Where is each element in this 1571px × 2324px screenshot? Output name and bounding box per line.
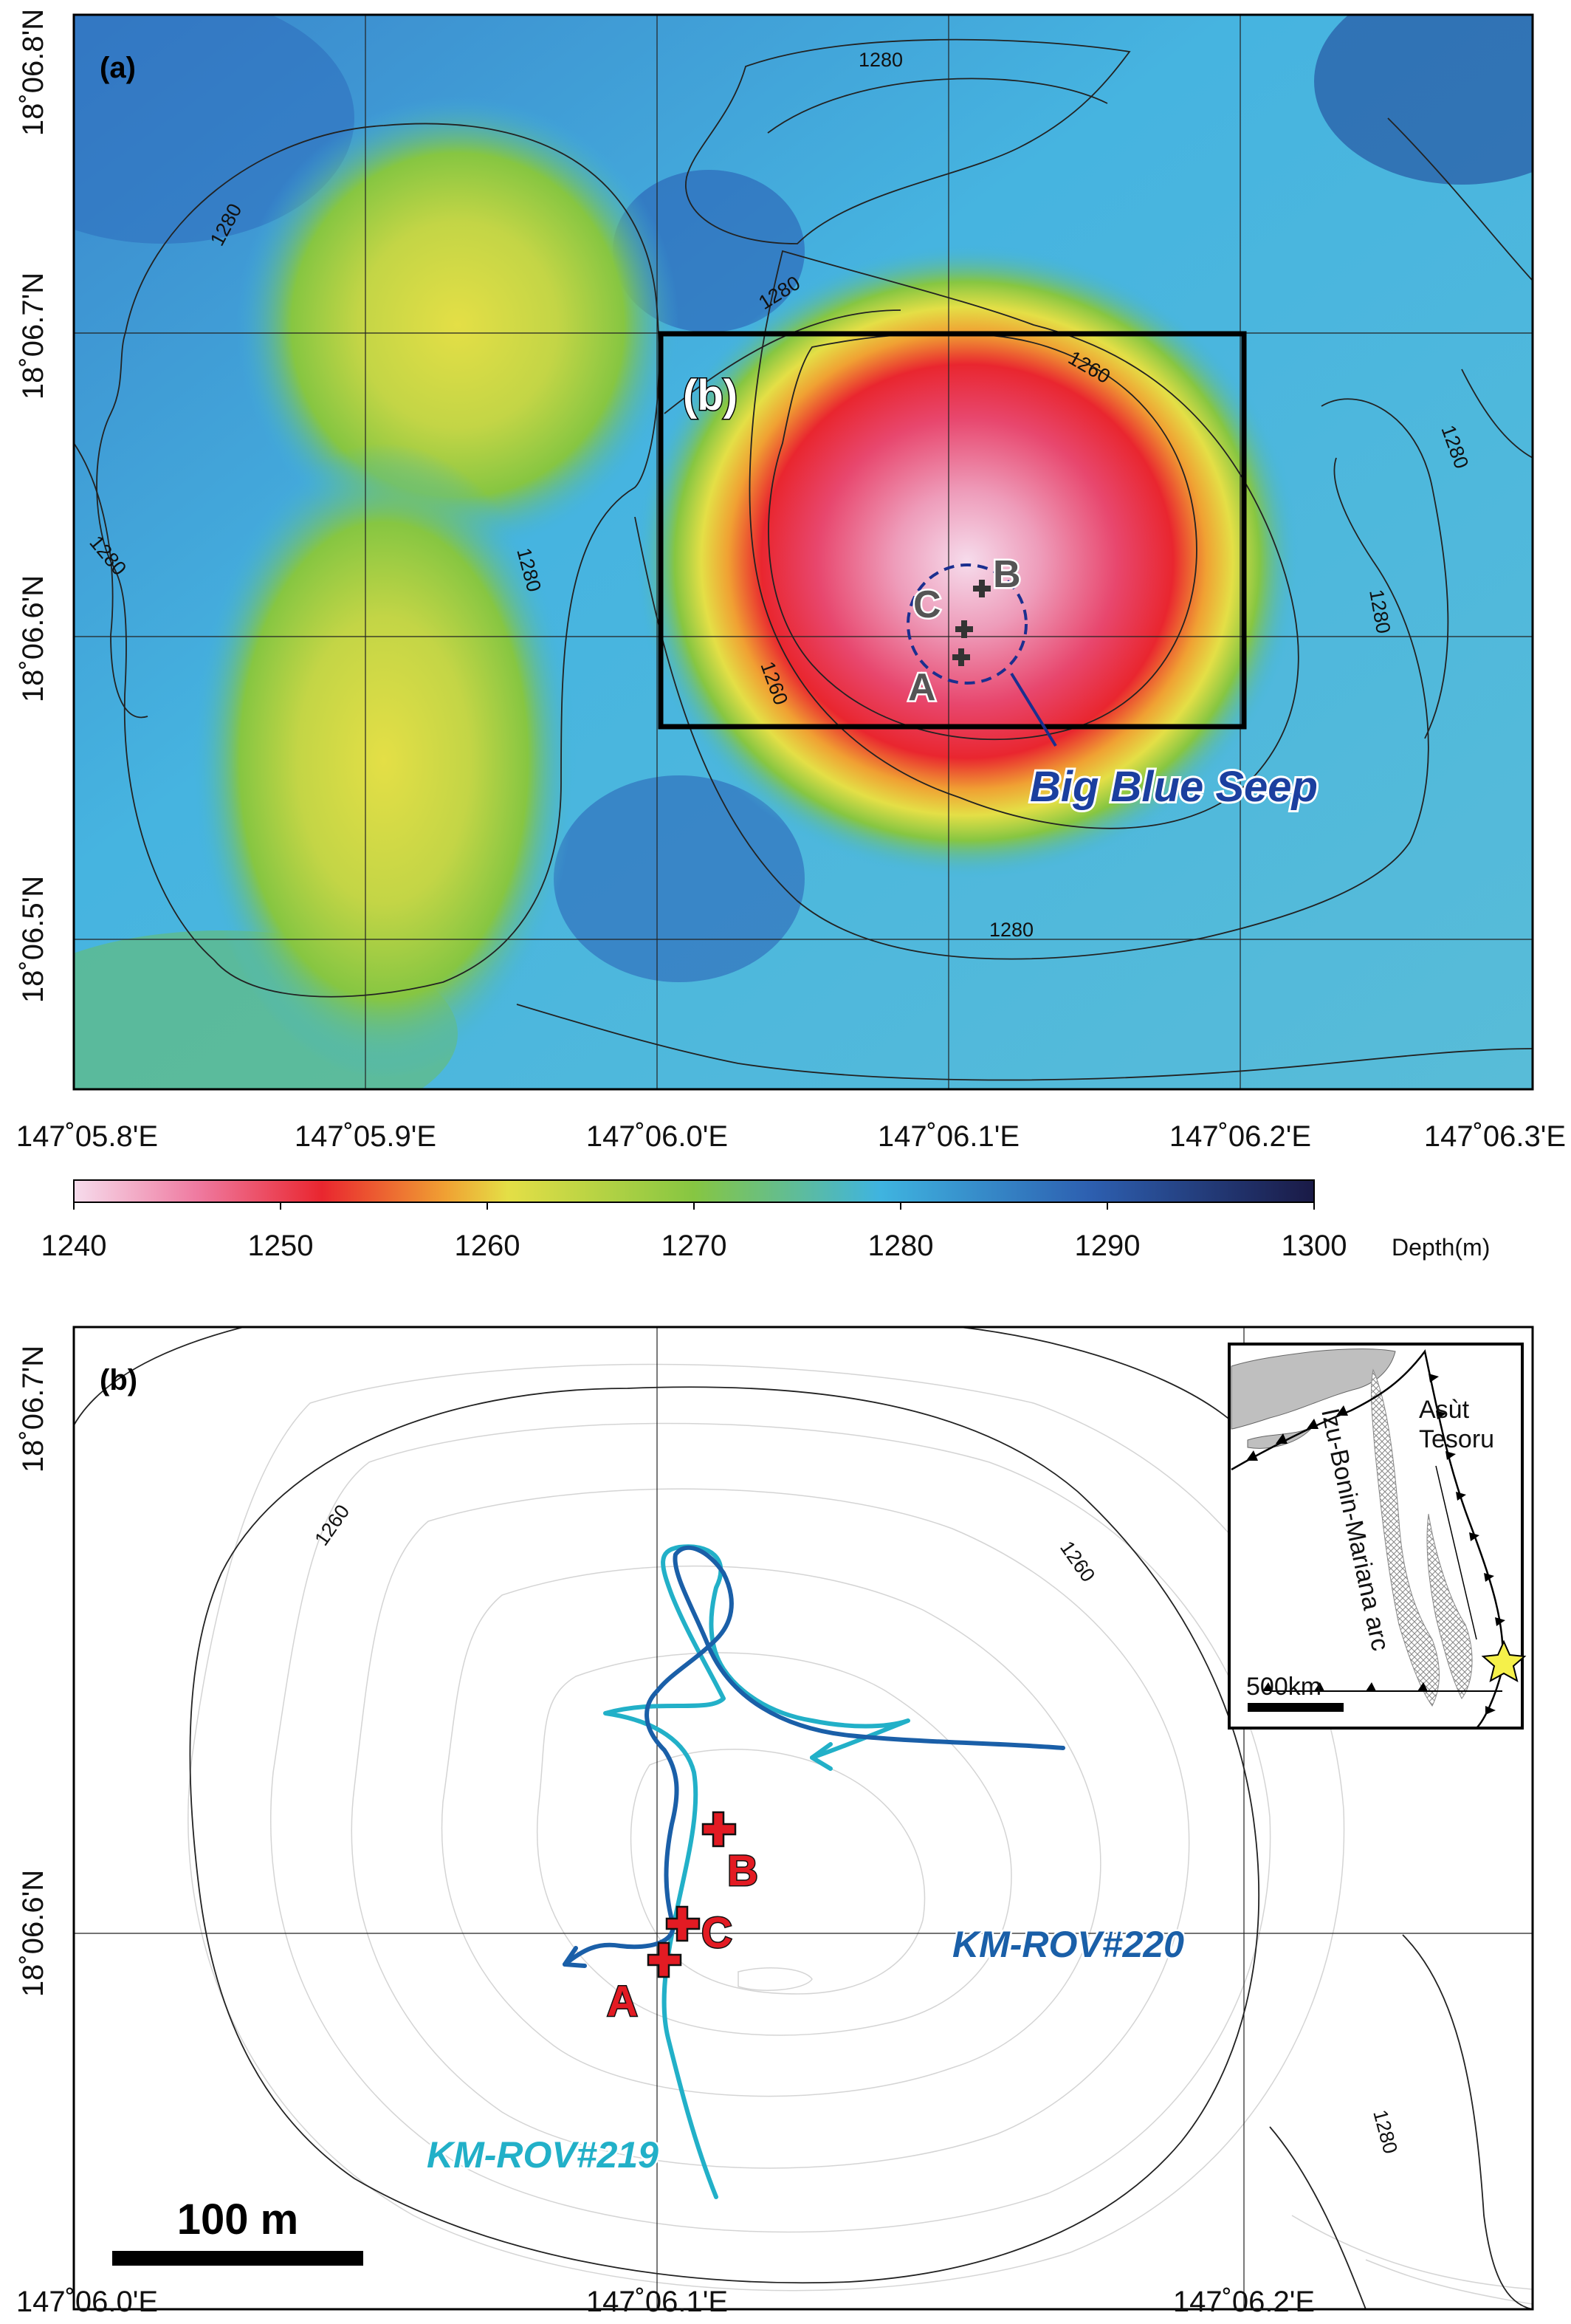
colorbar-tick-label: 1280 — [868, 1230, 934, 1262]
contour-lines — [74, 38, 1533, 1081]
panel-a-label: (a) — [100, 52, 136, 84]
colorbar-tick-label: 1250 — [248, 1230, 314, 1262]
lon-tick: 147˚05.9'E — [295, 1120, 436, 1153]
lat-tick: 18˚06.6'N — [17, 1870, 49, 1997]
regional-inset: Asùt Tesoru Izu-Bonin-Mariana arc 500km — [1228, 1343, 1527, 1730]
lon-tick: 147˚06.0'E — [16, 2286, 158, 2318]
dive-220-arrow — [563, 1946, 587, 1968]
colorbar-tick-label: 1290 — [1075, 1230, 1141, 1262]
panel-b-frame — [72, 1326, 1534, 2311]
lat-tick: 18˚06.5'N — [17, 876, 49, 1003]
marker-label-c: C — [701, 1909, 732, 1957]
lon-tick: 147˚05.8'E — [16, 1120, 158, 1153]
japan-landmass — [1231, 1348, 1396, 1430]
deep-area — [1314, 15, 1533, 185]
lat-tick: 18˚06.7'N — [17, 272, 49, 400]
lon-tick: 147˚06.0'E — [586, 1120, 728, 1153]
depth-colorbar: 1240 1250 1260 1270 1280 1290 1300 Depth(m) — [41, 1179, 1490, 1262]
lon-tick: 147˚06.3'E — [1424, 1120, 1566, 1153]
minor-contours — [188, 1363, 1533, 2305]
inset-scale-label: 500km — [1246, 1673, 1321, 1701]
inset-scale-bar — [1248, 1703, 1344, 1712]
secondary-mound — [192, 443, 576, 1078]
marker-label-b: B — [993, 553, 1021, 596]
panel-b-box-label: (b) — [683, 371, 738, 419]
lon-tick: 147˚06.1'E — [586, 2286, 728, 2318]
site-star-icon — [1481, 1639, 1527, 1682]
colorbar-tick-label: 1300 — [1282, 1230, 1347, 1262]
scale-label: 100 m — [177, 2196, 298, 2244]
site-name-line1: Asùt — [1419, 1396, 1470, 1424]
site-leader-line — [1435, 1465, 1477, 1640]
panel-a-map: 1280 1280 1280 1280 1280 1280 1280 1260 … — [16, 9, 1566, 1153]
contour-label: 1280 — [989, 919, 1034, 941]
contour-label: 1280 — [859, 49, 903, 71]
panel-b-extent-box — [658, 331, 1247, 730]
seep-leader-line — [1010, 672, 1057, 747]
panel-a-frame — [72, 13, 1534, 1091]
lon-tick: 147˚06.2'E — [1173, 2286, 1315, 2318]
marker-b-cross — [701, 1811, 737, 1848]
colorbar-ticks: 1240 1250 1260 1270 1280 1290 1300 — [41, 1202, 1347, 1262]
arc-hatched-zone — [1426, 1513, 1473, 1699]
marker-c-cross — [665, 1905, 701, 1942]
panel-b-label: (b) — [100, 1364, 137, 1396]
sampling-markers — [647, 1811, 737, 1978]
marker-label-c: C — [913, 583, 941, 626]
scale-bar — [112, 2251, 363, 2266]
marker-label-a: A — [607, 1978, 638, 2026]
colorbar-ramp — [73, 1179, 1315, 1203]
main-mound — [635, 244, 1299, 879]
secondary-mound — [236, 96, 679, 554]
site-name-line2: Tesoru — [1419, 1425, 1494, 1453]
lon-ticks-a: 147˚05.8'E 147˚05.9'E 147˚06.0'E 147˚06.… — [16, 1120, 1566, 1153]
colorbar-tick-label: 1240 — [41, 1230, 107, 1262]
marker-crosses-a — [952, 580, 991, 666]
lat-ticks-b: 18˚06.7'N 18˚06.6'N — [17, 1346, 49, 1997]
lon-tick: 147˚06.2'E — [1169, 1120, 1311, 1153]
lon-ticks-b: 147˚06.0'E 147˚06.1'E 147˚06.2'E — [16, 2286, 1315, 2318]
dive-220-label: KM-ROV#220 — [952, 1924, 1184, 1965]
arc-hatched-zone — [1370, 1368, 1440, 1707]
lat-tick: 18˚06.7'N — [17, 1346, 49, 1473]
colorbar-tick-label: 1270 — [661, 1230, 727, 1262]
lat-ticks-a: 18˚06.8'N 18˚06.7'N 18˚06.6'N 18˚06.5'N — [17, 9, 49, 1003]
marker-label-a: A — [908, 666, 936, 709]
seep-area-circle — [907, 563, 1028, 685]
lat-tick: 18˚06.6'N — [17, 575, 49, 702]
seep-label: Big Blue Seep — [1030, 763, 1318, 811]
deep-area — [554, 775, 805, 982]
panel-b-map: 1260 1260 1280 — [16, 1326, 1534, 2318]
dive-219-label: KM-ROV#219 — [427, 2134, 659, 2176]
gridlines-a — [74, 15, 1533, 1089]
dive-219-arrow — [810, 1742, 833, 1771]
lon-tick: 147˚06.1'E — [878, 1120, 1020, 1153]
marker-a-cross — [647, 1941, 682, 1978]
colorbar-unit: Depth(m) — [1392, 1234, 1490, 1261]
major-contours — [74, 1327, 1533, 2309]
lat-tick: 18˚06.8'N — [17, 9, 49, 136]
marker-label-b: B — [727, 1847, 758, 1895]
trench-teeth — [1246, 1374, 1509, 1715]
colorbar-tick-label: 1260 — [455, 1230, 520, 1262]
